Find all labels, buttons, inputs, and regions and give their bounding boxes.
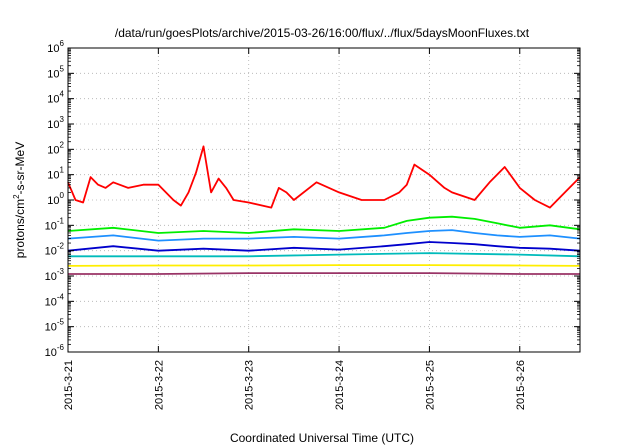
x-tick-label: 2015-3-26 <box>515 360 527 410</box>
y-tick-label: 106 <box>47 39 64 55</box>
y-tick-label: 10-6 <box>45 343 65 359</box>
y-tick-base: 10 <box>47 68 59 80</box>
x-tick-labels: 2015-3-21 2015-3-22 2015-3-23 2015-3-24 2015… <box>63 360 527 410</box>
y-tick-exp: 5 <box>60 64 65 73</box>
y-tick-exp: -5 <box>57 318 65 327</box>
series-line <box>67 264 581 267</box>
y-tick-label: 10-5 <box>45 318 65 334</box>
y-tick-exp: 1 <box>60 166 65 175</box>
y-tick-base: 10 <box>47 170 59 182</box>
series-line <box>67 145 581 209</box>
y-axis-label-post: -s-sr-MeV <box>13 142 27 195</box>
y-tick-base: 10 <box>45 246 57 258</box>
tick-group <box>67 47 580 353</box>
x-tick-label: 2015-3-25 <box>424 360 436 410</box>
x-tick-label: 2015-3-24 <box>334 360 346 410</box>
y-tick-base: 10 <box>47 94 59 106</box>
y-axis-label: protons/cm2-s-sr-MeV <box>12 142 27 258</box>
y-tick-exp: 4 <box>60 90 65 99</box>
y-tick-base: 10 <box>45 322 57 334</box>
y-tick-label: 100 <box>47 191 64 207</box>
series-line <box>67 229 581 242</box>
y-tick-base: 10 <box>45 271 57 283</box>
y-tick-exp: -3 <box>57 267 65 276</box>
grid <box>68 48 580 352</box>
y-tick-label: 103 <box>47 115 64 131</box>
y-tick-label: 101 <box>47 166 64 182</box>
y-tick-label: 10-4 <box>45 292 65 308</box>
y-tick-label: 102 <box>47 140 64 156</box>
y-tick-exp: -4 <box>57 292 65 301</box>
y-tick-label: 104 <box>47 90 64 106</box>
y-tick-base: 10 <box>47 195 59 207</box>
chart-title: /data/run/goesPlots/archive/2015-03-26/1… <box>115 26 530 40</box>
series-line <box>67 241 581 252</box>
y-axis-label-pre: protons/cm <box>13 199 27 258</box>
y-tick-exp: 3 <box>60 115 65 124</box>
series-group <box>67 145 581 275</box>
y-tick-labels: 10-610-510-410-310-210-11001011021031041… <box>45 39 65 359</box>
y-tick-exp: 0 <box>60 191 65 200</box>
y-tick-label: 10-2 <box>45 242 65 258</box>
y-tick-base: 10 <box>47 43 59 55</box>
x-tick-label: 2015-3-21 <box>63 360 75 410</box>
y-tick-exp: -2 <box>57 242 65 251</box>
series-line <box>68 272 580 275</box>
y-tick-exp: -6 <box>57 343 65 352</box>
y-tick-base: 10 <box>45 220 57 232</box>
y-tick-base: 10 <box>45 296 57 308</box>
y-tick-base: 10 <box>45 347 57 359</box>
series-line <box>67 215 581 234</box>
y-tick-exp: -1 <box>57 216 65 225</box>
y-axis-label-sup: 2 <box>12 194 21 199</box>
x-tick-label: 2015-3-23 <box>244 360 256 410</box>
y-tick-exp: 2 <box>60 140 65 149</box>
y-tick-label: 105 <box>47 64 64 80</box>
y-tick-label: 10-1 <box>45 216 65 232</box>
y-tick-label: 10-3 <box>45 267 65 283</box>
series-line <box>68 252 581 258</box>
x-axis-label: Coordinated Universal Time (UTC) <box>230 431 414 445</box>
x-tick-label: 2015-3-22 <box>153 360 165 410</box>
y-tick-base: 10 <box>47 119 59 131</box>
y-tick-base: 10 <box>47 144 59 156</box>
y-tick-exp: 6 <box>60 39 65 48</box>
